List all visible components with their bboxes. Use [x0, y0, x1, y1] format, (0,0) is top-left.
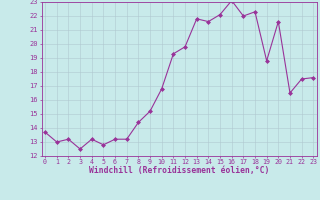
- X-axis label: Windchill (Refroidissement éolien,°C): Windchill (Refroidissement éolien,°C): [89, 166, 269, 175]
